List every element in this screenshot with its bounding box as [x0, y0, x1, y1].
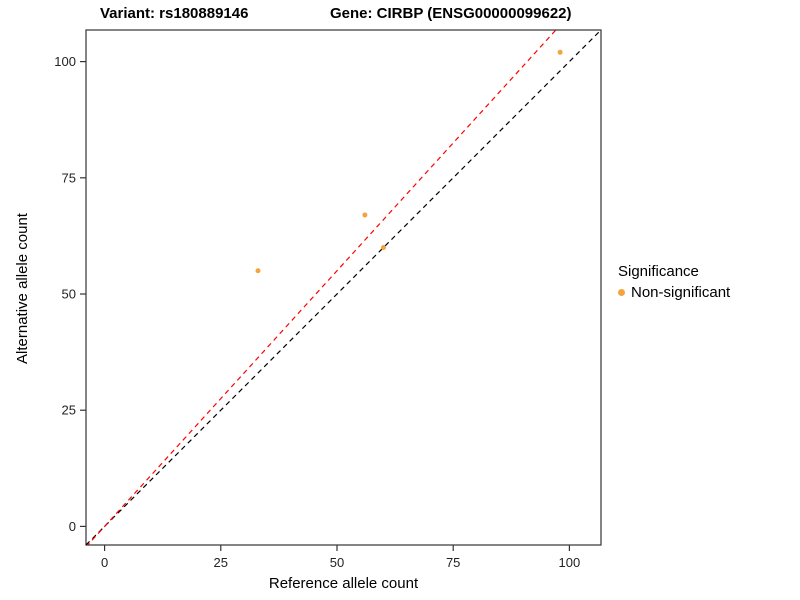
x-axis-title: Reference allele count	[268, 575, 419, 592]
y-tick-label: 50	[62, 287, 76, 302]
x-tick-label: 0	[101, 555, 108, 570]
data-point	[380, 245, 386, 251]
plot-title-variant: Variant: rs180889146	[100, 5, 249, 22]
legend-title: Significance	[618, 263, 699, 280]
y-axis-title: Alternative allele count	[14, 213, 31, 364]
data-point	[362, 212, 368, 218]
x-tick-label: 75	[446, 555, 460, 570]
data-point	[255, 268, 261, 274]
x-tick-label: 25	[214, 555, 228, 570]
legend-key-dot-icon	[618, 289, 625, 296]
data-point	[557, 49, 563, 55]
legend: Significance Non-significant	[618, 263, 730, 301]
plot-title-gene: Gene: CIRBP (ENSG00000099622)	[330, 5, 572, 22]
y-tick-label: 75	[62, 170, 76, 185]
y-tick-label: 0	[69, 519, 76, 534]
x-tick-label: 50	[330, 555, 344, 570]
legend-item-label: Non-significant	[631, 284, 731, 301]
y-tick-label: 25	[62, 403, 76, 418]
y-tick-label: 100	[54, 54, 76, 69]
fit-line	[86, 30, 557, 545]
identity-line	[86, 30, 601, 545]
legend-item-non-significant: Non-significant	[618, 284, 730, 301]
x-tick-label: 100	[559, 555, 581, 570]
